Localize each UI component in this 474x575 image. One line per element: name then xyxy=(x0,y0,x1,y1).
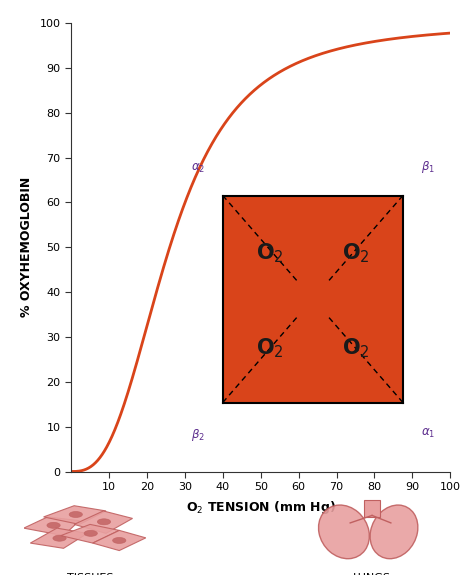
Ellipse shape xyxy=(319,505,369,559)
Ellipse shape xyxy=(97,519,110,525)
X-axis label: O$_2$ TENSION (mm Hg): O$_2$ TENSION (mm Hg) xyxy=(186,499,336,516)
Y-axis label: % OXYHEMOGLOBIN: % OXYHEMOGLOBIN xyxy=(20,177,33,317)
Ellipse shape xyxy=(53,535,66,541)
Text: $\alpha_1$: $\alpha_1$ xyxy=(421,427,435,440)
Text: O$_2$: O$_2$ xyxy=(342,337,370,361)
Ellipse shape xyxy=(113,538,126,543)
Text: O$_2$: O$_2$ xyxy=(255,242,283,265)
Text: O$_2$: O$_2$ xyxy=(255,337,283,361)
Ellipse shape xyxy=(47,522,60,528)
Text: LUNGS: LUNGS xyxy=(353,573,391,575)
Ellipse shape xyxy=(84,530,97,536)
Polygon shape xyxy=(93,530,146,551)
Polygon shape xyxy=(61,524,119,543)
Ellipse shape xyxy=(370,505,418,559)
Polygon shape xyxy=(24,517,80,536)
Ellipse shape xyxy=(69,512,82,518)
Text: O$_2$: O$_2$ xyxy=(342,242,370,265)
Polygon shape xyxy=(44,506,106,524)
Text: $\beta_2$: $\beta_2$ xyxy=(191,427,205,443)
Polygon shape xyxy=(74,511,133,534)
Text: $\beta_1$: $\beta_1$ xyxy=(421,159,435,175)
Text: $\alpha_2$: $\alpha_2$ xyxy=(191,162,205,175)
Bar xyxy=(364,500,380,517)
Polygon shape xyxy=(30,528,87,549)
Text: TISSUES: TISSUES xyxy=(67,573,113,575)
